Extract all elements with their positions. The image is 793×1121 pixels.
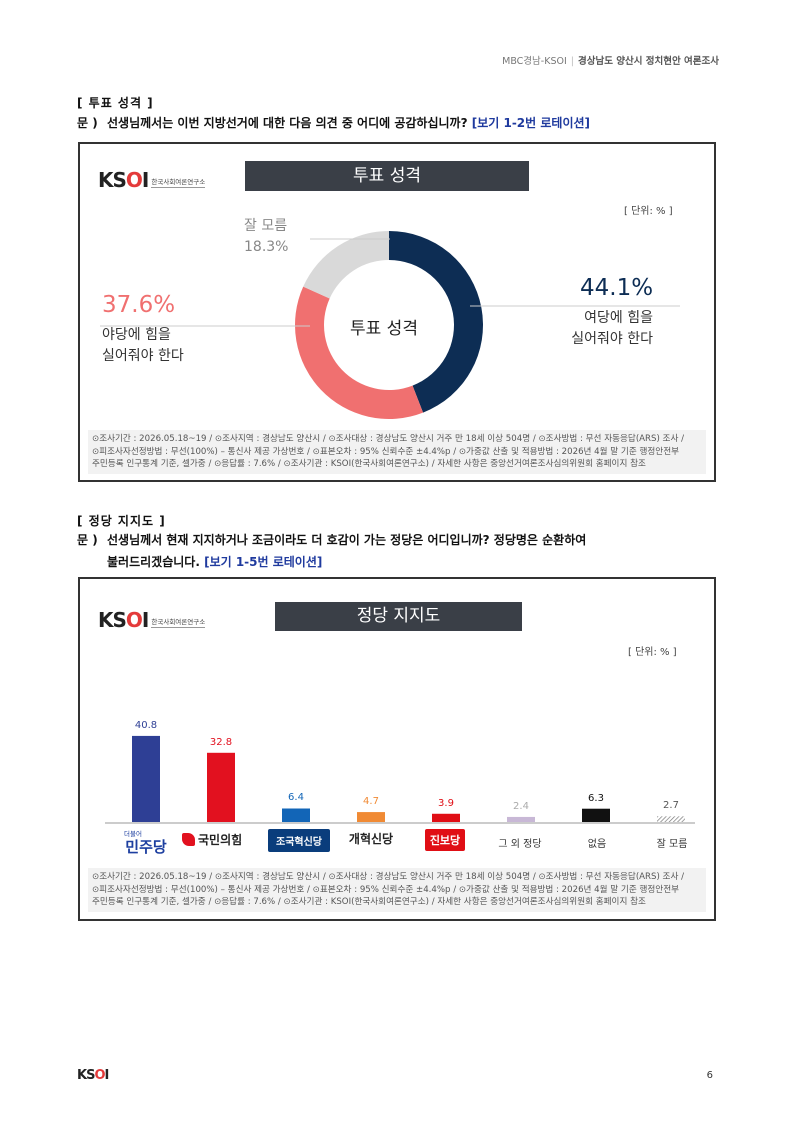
section2-question: 문 ) 선생님께서 현재 지지하거나 조금이라도 더 호감이 가는 정당은 어디입… [77,533,587,569]
party-none-label: 없음 [587,839,607,850]
q-prefix: 문 ) [77,116,98,130]
question-text: 선생님께서는 이번 지방선거에 대한 다음 의견 중 어디에 공감하십니까? [107,116,468,130]
dk-label: 잘 모름 18.3% [244,218,289,255]
party-other-label: 그 외 정당 [498,839,542,850]
chart1-title: 투표 성격 [245,161,529,191]
party-ppp-label: 국민의힘 [182,831,256,848]
bar-value-label-4: 3.9 [438,797,454,809]
bar-value-label-2: 6.4 [288,792,304,804]
bar-4 [432,813,460,822]
footer-ksoi-logo: KSOI [77,1068,109,1083]
party-dk-label: 잘 모름 [656,839,688,850]
ruling-label: 여당에 힘을 실어줘야 한다 [571,310,653,347]
section1-title: [ 투표 성격 ] [77,96,154,110]
ppp-icon [182,833,195,846]
chart2-panel: KSOI 한국사회여론연구소 정당 지지도 [ 단위: % ] 40.8 32.8 6… [78,577,716,921]
header-left: MBC경남-KSOI [502,56,567,67]
bar-6 [582,808,610,822]
party-reform-label: 개혁신당 [348,832,394,846]
opp-label: 야당에 힘을 실어줘야 한다 [102,327,184,364]
ruling-pct: 44.1% [580,275,654,301]
section1-question: 문 ) 선생님께서는 이번 지방선거에 대한 다음 의견 중 어디에 공감하십니까… [77,112,590,134]
bar-value-label-3: 4.7 [363,796,379,808]
bar-value-label-5: 2.4 [513,800,529,812]
donut-slice-opposition [295,286,424,419]
opp-pct: 37.6% [102,292,176,318]
page-header: MBC경남-KSOI | 경상남도 양산시 정치현안 여론조사 [502,56,719,67]
bar-chart [105,735,695,824]
rotation-note: [보기 1-2번 로테이션] [471,116,591,130]
party-prog-label: 진보당 [425,829,465,851]
bar-value-label-7: 2.7 [663,800,679,812]
donut-slice-dontknow [303,231,389,299]
bar-1 [207,752,235,822]
header-right: 경상남도 양산시 정치현안 여론조사 [577,56,719,67]
bar-2 [282,808,310,822]
section2-title: [ 정당 지지도 ] [77,514,166,528]
unit-label-2: [ 단위: % ] [628,647,677,658]
chart1-footnote: ⊙조사기간 : 2026.05.18~19 / ⊙조사지역 : 경상남도 양산시… [88,430,706,474]
bar-0 [132,735,160,822]
chart2-title: 정당 지지도 [275,602,522,631]
chart1-panel: KSOI 한국사회여론연구소 투표 성격 [ 단위: % ] 투표 성격 잘 모름… [78,142,716,482]
ksoi-logo-2: KSOI 한국사회여론연구소 [98,608,206,632]
donut-center-label: 투표 성격 [350,319,418,339]
bar-value-label-6: 6.3 [588,792,604,804]
bar-7 [657,816,685,822]
bar-5 [507,816,535,822]
party-rebuild-label: 조국혁신당 [268,829,330,852]
chart2-footnote: ⊙조사기간 : 2026.05.18~19 / ⊙조사지역 : 경상남도 양산시… [88,868,706,912]
page-number: 6 [706,1070,713,1081]
party-dem-label: 더불어 민주당 [124,830,167,856]
ksoi-logo: KSOI 한국사회여론연구소 [98,168,206,192]
donut-chart [100,231,680,419]
unit-label: [ 단위: % ] [624,206,673,217]
donut-slice-ruling [389,231,483,413]
bar-value-label-1: 32.8 [209,736,233,748]
bar-value-label-0: 40.8 [134,719,158,731]
bar-3 [357,812,385,822]
